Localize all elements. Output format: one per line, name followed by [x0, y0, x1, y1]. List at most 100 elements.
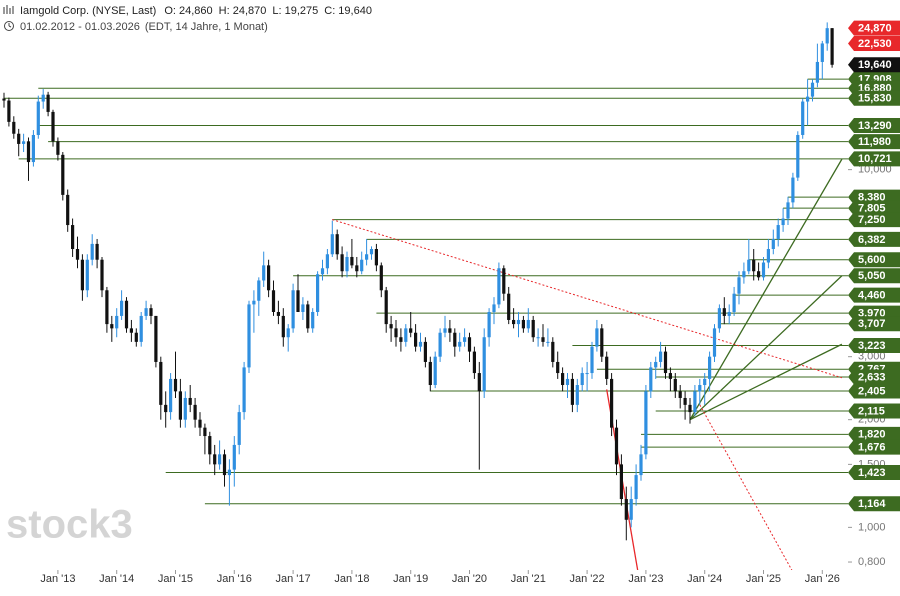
candle-body	[110, 324, 114, 329]
candle-body	[737, 277, 741, 294]
candle-body	[164, 404, 168, 413]
candle-body	[644, 391, 648, 455]
candle-body	[203, 427, 207, 437]
candle-body	[526, 319, 530, 329]
candle-body	[17, 133, 21, 144]
candle-body	[712, 328, 717, 357]
candle-body	[678, 391, 682, 398]
level-label: 7,805	[858, 203, 886, 215]
candle-body	[330, 234, 334, 255]
candle-body	[2, 98, 6, 101]
chart-icon	[3, 5, 14, 14]
level-label-box	[848, 465, 900, 481]
level-label: 15,830	[858, 93, 892, 105]
price-label-box	[848, 35, 900, 51]
candle-body	[173, 378, 178, 392]
candle-body	[193, 404, 197, 420]
candle-body	[208, 436, 212, 455]
candle-body	[365, 254, 369, 260]
candle-body	[482, 337, 486, 392]
candle-body	[222, 454, 227, 476]
candle-body	[12, 121, 16, 134]
candle-body	[154, 315, 158, 362]
candle-body	[26, 141, 31, 163]
candle-body	[75, 248, 80, 260]
candle-body	[634, 475, 638, 500]
candle-body	[433, 356, 437, 386]
candle-body	[369, 248, 374, 255]
candle-body	[227, 469, 231, 476]
candle-body	[757, 271, 761, 278]
candle-body	[61, 154, 65, 195]
level-label: 11,980	[858, 136, 891, 148]
candle-body	[727, 311, 731, 316]
candle-body	[262, 265, 266, 281]
candle-body	[311, 311, 315, 329]
header-value: L: 19,275	[272, 5, 318, 17]
candle-body	[570, 378, 574, 405]
candle-body	[409, 328, 413, 333]
candle-body	[761, 262, 766, 278]
trend-line	[332, 219, 843, 379]
candle-body	[600, 328, 604, 357]
candle-body	[512, 319, 516, 325]
candle-body	[271, 290, 276, 312]
candle-body	[115, 315, 119, 329]
candle-body	[242, 367, 246, 413]
candle-body	[590, 346, 594, 374]
candle-body	[663, 351, 668, 374]
candle-body	[232, 444, 236, 470]
level-label-box	[848, 151, 900, 167]
candle-body	[374, 248, 378, 266]
level-label-box	[848, 287, 900, 303]
candle-body	[546, 341, 550, 343]
candle-body	[776, 225, 780, 239]
candle-body	[668, 373, 672, 379]
x-tick-label: Jan '13	[40, 573, 75, 585]
candle-body	[820, 43, 824, 62]
candle-body	[595, 328, 599, 347]
candle-body	[683, 397, 687, 405]
candle-body	[575, 385, 579, 405]
candle-body	[247, 304, 251, 368]
candle-body	[698, 385, 702, 392]
candle-body	[56, 141, 60, 155]
x-tick-label: Jan '23	[628, 573, 663, 585]
candle-body	[345, 256, 349, 272]
candle-body	[781, 218, 785, 226]
candle-body	[516, 319, 521, 325]
candle-body	[51, 111, 55, 142]
level-label-box	[848, 268, 900, 284]
candle-body	[806, 96, 810, 102]
level-label: 1,164	[858, 498, 886, 510]
candle-body	[120, 300, 124, 316]
x-tick-label: Jan '24	[687, 573, 722, 585]
candle-body	[801, 101, 805, 135]
candle-body	[708, 356, 712, 379]
candle-body	[791, 177, 795, 203]
candle-body	[340, 254, 344, 272]
candle-body	[325, 254, 329, 269]
candle-body	[605, 356, 609, 379]
candle-body	[36, 101, 40, 135]
candle-body	[46, 94, 50, 112]
candle-body	[252, 300, 256, 305]
level-label: 1,423	[858, 467, 886, 479]
candle-body	[565, 378, 570, 386]
candle-body	[536, 337, 540, 339]
y-tick-label: 0,800	[858, 556, 886, 568]
level-label: 3,707	[858, 318, 886, 330]
header-value: H: 24,870	[219, 5, 267, 17]
candle-body	[414, 332, 418, 347]
date-range: 01.02.2012 - 01.03.2026	[20, 21, 140, 33]
candle-body	[659, 351, 663, 362]
candle-body	[129, 328, 133, 333]
candle-body	[747, 259, 751, 272]
candle-body	[492, 304, 496, 312]
level-label: 7,250	[858, 214, 886, 226]
x-tick-label: Jan '22	[570, 573, 605, 585]
x-tick-label: Jan '19	[393, 573, 428, 585]
candle-body	[85, 259, 89, 291]
